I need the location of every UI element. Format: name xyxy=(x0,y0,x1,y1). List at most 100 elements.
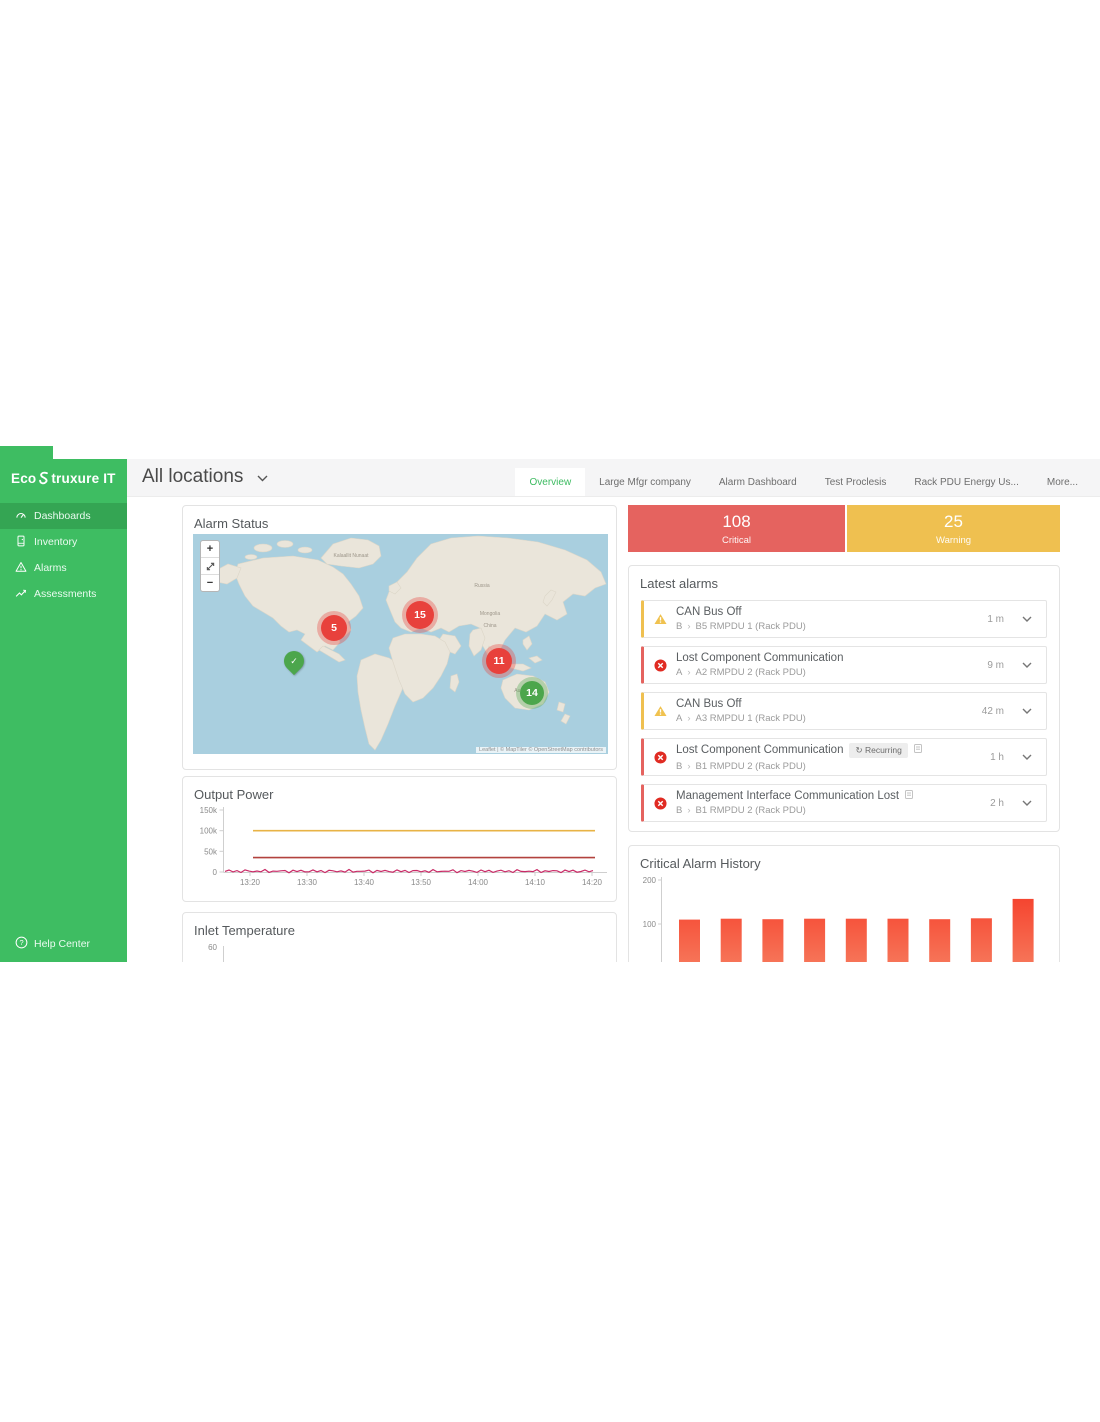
dashboards-gauge-icon xyxy=(15,509,27,524)
svg-text:13:30: 13:30 xyxy=(297,878,318,887)
warning-label: Warning xyxy=(935,535,972,546)
map-expand-button[interactable] xyxy=(201,557,219,574)
world-map-graphic xyxy=(212,535,607,751)
svg-text:100k: 100k xyxy=(200,827,218,836)
inlet-temperature-title: Inlet Temperature xyxy=(194,923,295,938)
alarm-group: B xyxy=(676,760,683,772)
sidebar-nav: Dashboards Inventory Alarms Assessments xyxy=(0,503,127,607)
alarm-group: A xyxy=(676,667,683,678)
map-cluster-marker-critical[interactable]: 5 xyxy=(321,615,347,641)
tab-rack-pdu-energy-us[interactable]: Rack PDU Energy Us... xyxy=(914,476,1019,488)
map-label: Russia xyxy=(474,583,490,589)
sidebar-item-label: Dashboards xyxy=(34,510,91,522)
annotation-icon xyxy=(913,744,922,756)
map-label: Mongolia xyxy=(479,611,501,617)
warning-severity-icon xyxy=(654,705,667,717)
alarm-title: Lost Component Communication xyxy=(676,652,844,664)
breadcrumb-chevron-icon: › xyxy=(687,805,691,816)
critical-severity-icon xyxy=(654,796,667,810)
alarm-group: B xyxy=(676,805,683,816)
top-bar: All locations Overview Large Mfgr company… xyxy=(127,459,1100,497)
svg-text:13:50: 13:50 xyxy=(411,878,432,887)
chevron-down-icon xyxy=(257,466,268,488)
inventory-icon xyxy=(15,535,27,550)
alarm-age: 1 h xyxy=(990,751,1004,763)
map-pin-marker-ok[interactable]: ✓ xyxy=(279,646,309,676)
map-cluster-marker-critical[interactable]: 15 xyxy=(406,601,434,629)
recurring-badge: ↻ Recurring xyxy=(849,742,908,758)
annotation-icon xyxy=(905,790,914,802)
svg-text:50k: 50k xyxy=(204,847,218,856)
help-center-button[interactable]: ? Help Center xyxy=(15,936,90,952)
svg-text:200: 200 xyxy=(643,876,657,885)
brand-s-icon xyxy=(37,471,50,486)
location-selector[interactable]: All locations xyxy=(142,466,268,488)
alarm-row[interactable]: Management Interface Communication Lost B… xyxy=(641,784,1047,822)
browser-green-nub xyxy=(0,446,53,460)
latest-alarms-title: Latest alarms xyxy=(640,576,719,591)
check-icon: ✓ xyxy=(290,655,298,666)
map-cluster-marker-critical[interactable]: 11 xyxy=(486,648,512,674)
expand-chevron-icon[interactable] xyxy=(1022,754,1032,760)
latest-alarms-card: Latest alarms CAN Bus Off B › B5 RMPDU 1 (R… xyxy=(628,565,1060,832)
map-attribution[interactable]: Leaflet | © MapTiler © OpenStreetMap con… xyxy=(476,747,606,753)
svg-text:150k: 150k xyxy=(200,806,218,815)
expand-chevron-icon[interactable] xyxy=(1022,708,1032,714)
critical-alarm-history-title: Critical Alarm History xyxy=(640,856,761,871)
tab-more[interactable]: More... xyxy=(1046,476,1078,488)
tab-overview[interactable]: Overview xyxy=(515,468,586,496)
output-power-card: Output Power 150k 100k 50k 0 13:20 13:30 13:40… xyxy=(182,776,617,902)
alarm-row-text: Management Interface Communication Lost B… xyxy=(676,790,914,816)
svg-text:14:10: 14:10 xyxy=(525,878,546,887)
alarm-row-text: Lost Component Communication A › A2 RMPDU 2… xyxy=(676,652,843,678)
alarm-device: B1 RMPDU 2 (Rack PDU) xyxy=(695,805,806,816)
critical-count-banner[interactable]: 108 Critical xyxy=(628,505,845,552)
alarm-group: B xyxy=(676,621,683,632)
warning-count-banner[interactable]: 25 Warning xyxy=(847,505,1060,552)
alarm-row[interactable]: CAN Bus Off B › B5 RMPDU 1 (Rack PDU) 1 m xyxy=(641,600,1047,638)
sidebar-item-alarms[interactable]: Alarms xyxy=(0,555,127,581)
alarms-triangle-icon xyxy=(15,561,27,576)
sidebar-item-label: Assessments xyxy=(34,588,97,600)
warning-severity-icon xyxy=(654,613,667,625)
brand-logo[interactable]: Eco truxure IT xyxy=(0,459,127,498)
expand-chevron-icon[interactable] xyxy=(1022,800,1032,806)
map-zoom-in-button[interactable]: + xyxy=(206,543,214,555)
sidebar-item-dashboards[interactable]: Dashboards xyxy=(0,503,127,529)
alarm-row-text: Lost Component Communication ↻ Recurring B… xyxy=(676,742,922,772)
inlet-temperature-card: Inlet Temperature 60 xyxy=(182,912,617,962)
alarm-row[interactable]: Lost Component Communication ↻ Recurring B… xyxy=(641,738,1047,776)
map-cluster-marker-ok[interactable]: 14 xyxy=(520,681,544,705)
sidebar-item-assessments[interactable]: Assessments xyxy=(0,581,127,607)
location-label: All locations xyxy=(142,466,244,487)
expand-chevron-icon[interactable] xyxy=(1022,662,1032,668)
help-center-label: Help Center xyxy=(34,938,91,950)
tab-alarm-dashboard[interactable]: Alarm Dashboard xyxy=(718,476,797,488)
app-viewport: Eco truxure IT Dashboards Inventory Alarms… xyxy=(0,459,1100,962)
critical-label: Critical xyxy=(721,535,752,546)
tab-test-proclesis[interactable]: Test Proclesis xyxy=(824,476,887,488)
alarm-row[interactable]: CAN Bus Off A › A3 RMPDU 1 (Rack PDU) 42 m xyxy=(641,692,1047,730)
help-question-icon: ? xyxy=(15,936,28,952)
critical-count: 108 xyxy=(722,512,751,531)
alarm-group: A xyxy=(676,713,683,724)
brand-logo-eco: Eco xyxy=(11,471,37,486)
expand-chevron-icon[interactable] xyxy=(1022,616,1032,622)
warning-count: 25 xyxy=(944,512,963,531)
critical-alarm-history-card: Critical Alarm History 200 100 xyxy=(628,845,1060,962)
assessments-chart-icon xyxy=(15,587,27,602)
map-zoom-control: + − xyxy=(200,540,220,592)
alarm-age: 9 m xyxy=(987,659,1004,671)
alarm-row[interactable]: Lost Component Communication A › A2 RMPDU 2… xyxy=(641,646,1047,684)
latest-alarms-list: CAN Bus Off B › B5 RMPDU 1 (Rack PDU) 1 m Los… xyxy=(641,600,1047,822)
sidebar-item-inventory[interactable]: Inventory xyxy=(0,529,127,555)
inlet-temperature-chart: 60 xyxy=(208,943,224,962)
alarm-row-text: CAN Bus Off A › A3 RMPDU 1 (Rack PDU) xyxy=(676,698,806,724)
alarm-device: B1 RMPDU 2 (Rack PDU) xyxy=(695,760,806,772)
breadcrumb-chevron-icon: › xyxy=(687,621,691,632)
map-zoom-out-button[interactable]: − xyxy=(201,574,219,591)
alarm-device: A3 RMPDU 1 (Rack PDU) xyxy=(695,713,806,724)
world-map[interactable]: Kalaallit NunaatRussiaMongoliaChinaAustr… xyxy=(193,534,608,754)
tab-large-mfgr-company[interactable]: Large Mfgr company xyxy=(599,476,691,488)
